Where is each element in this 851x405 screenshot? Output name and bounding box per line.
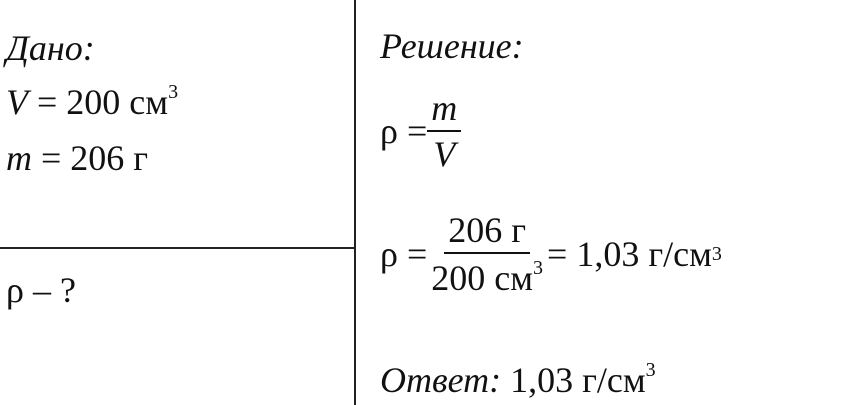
given-divider (0, 247, 355, 249)
column-divider (354, 0, 356, 405)
answer: Ответ: 1,03 г/см3 (380, 359, 656, 400)
given-heading: Дано: (6, 28, 95, 68)
given-mass: m = 206 г (6, 138, 149, 178)
density-calculation: ρ = 206 г 200 см3 = 1,03 г/см 3 (380, 210, 722, 298)
solution-heading: Решение: (380, 26, 524, 66)
given-volume: V = 200 см3 (6, 81, 179, 122)
unknown-quantity: ρ – ? (6, 270, 76, 310)
